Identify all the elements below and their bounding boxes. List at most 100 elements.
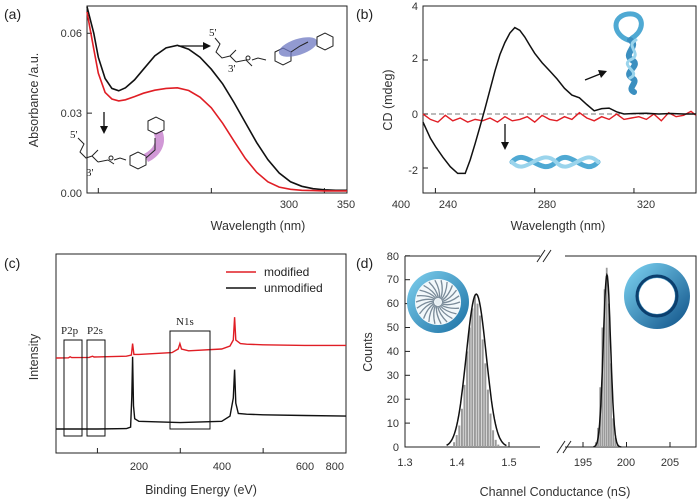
panel-b-series-black [422,26,696,175]
panel-a-xtick-400: 400 [392,199,410,211]
channel-spoke [440,281,448,301]
histogram-bar-right [610,363,612,447]
panel-d-fit-right [593,272,622,448]
panel-c-legend: modified unmodified [226,265,323,295]
panel-c-xtick-600: 600 [296,461,314,473]
histogram-bar-left [466,351,469,447]
dna-duplex-image [509,154,601,170]
histogram-bar-right [608,303,610,447]
panel-d-xtick-1-5: 1.5 [501,457,516,469]
panel-d-frame-right [565,255,697,448]
channel-spoke [439,280,443,300]
channel-spoke [416,300,435,309]
channel-spoke [441,295,460,304]
panel-b-ytick-0: 0 [412,109,418,121]
axis-break-marks [536,249,572,454]
histogram-bar-left [468,327,471,447]
histogram-bar-left [489,413,492,447]
histogram-bar-left [473,296,476,447]
panel-b-frame [422,5,697,194]
panel-a-xtick-300: 300 [280,199,298,211]
panel-c-xtick-800: 800 [326,461,344,473]
panel-a-frame [86,5,348,194]
annotation-n1s: N1s [176,316,194,328]
label-3prime-upper: 3' [228,63,236,75]
histogram-bar-left [497,444,500,447]
panel-c: (c) 200 400 600 800 Binding Energy (eV) … [4,253,347,497]
histogram-bar-left [455,435,458,447]
panel-d-label: (d) [356,255,373,271]
panel-d-xtick-1-4: 1.4 [449,457,464,469]
panel-a-ylabel: Absorbance /a.u. [27,53,41,148]
panel-a-arrow-right [178,42,211,50]
panel-d-ytick-60: 60 [387,298,399,310]
histogram-bar-left [471,308,474,447]
channel-spoke [438,305,453,320]
channel-icon-unmodified [624,263,690,329]
annotation-p2s: P2s [87,325,103,337]
histogram-bar-left [492,430,495,447]
panel-a-series-black [86,6,347,192]
panel-d-ytick-40: 40 [387,346,399,358]
panel-a-ytick-1: 0.03 [61,108,82,120]
histogram-bar-left [481,339,484,447]
panel-b-ytick-4: 4 [412,1,418,13]
channel-spoke [416,295,436,300]
label-5prime-upper: 5' [209,27,217,39]
azobenzene-molecule-upper [214,32,334,67]
channel-spoke [439,305,457,315]
panel-d-ytick-0: 0 [393,442,399,454]
panel-c-xtick-200: 200 [130,461,148,473]
box-p2s [86,339,106,437]
histogram-bar-right [612,418,615,447]
panel-b-xtick-280: 280 [538,199,556,211]
panel-c-series-unmodified [56,356,347,430]
panel-c-frame [55,253,347,454]
panel-a-ytick-0: 0.00 [61,188,82,200]
channel-spoke [428,281,439,299]
panel-d-xlabel: Channel Conductance (nS) [480,485,631,499]
channel-spoke [422,302,435,319]
panel-b-xtick-320: 320 [637,199,655,211]
panel-b-ytick-m2: -2 [408,165,418,177]
panel-d-ytick-70: 70 [387,274,399,286]
panel-d-xtick-200: 200 [617,457,635,469]
panel-b-ylabel: CD (mdeg) [381,69,395,130]
channel-spoke [433,304,437,324]
histogram-bar-left [453,442,456,447]
panel-d-xtick-1-3: 1.3 [397,457,412,469]
histogram-bar-right [601,327,604,447]
panel-d-ytick-20: 20 [387,394,399,406]
panel-b-arrow-down [501,124,509,150]
panel-a-ticks [87,32,325,194]
panel-d-ylabel: Counts [361,332,375,372]
panel-b-xtick-240: 240 [439,199,457,211]
panel-c-xtick-400: 400 [213,461,231,473]
dna-hairpin-image [613,11,644,95]
channel-spoke [437,305,448,323]
channel-icon-modified [407,271,469,333]
panel-a-series-red [86,11,347,192]
panel-a-label: (a) [4,6,21,22]
box-n1s [169,330,211,430]
channel-spoke [440,304,460,309]
histogram-bar-left [484,363,487,447]
channel-spoke [441,285,454,302]
panel-d: (d) 0 10 20 30 40 50 60 70 80 1.3 1.4 1.… [356,249,697,499]
panel-c-label: (c) [4,255,20,271]
panel-c-xlabel: Binding Energy (eV) [145,483,257,497]
annotation-p2p: P2p [61,325,79,337]
histogram-bar-right [603,289,606,447]
channel-spoke [441,301,461,306]
histogram-bar-left [494,439,497,447]
panel-c-series-modified [55,317,346,359]
channel-spoke [423,284,438,299]
histogram-bar-left [486,389,489,447]
panel-d-ytick-30: 30 [387,370,399,382]
legend-label-modified: modified [264,265,309,279]
channel-spoke [415,298,435,303]
panel-a: (a) 300 350 400 0.00 0.03 0.06 Wavelengt… [4,5,410,233]
panel-d-ytick-10: 10 [387,418,399,430]
channel-spoke [428,303,436,323]
